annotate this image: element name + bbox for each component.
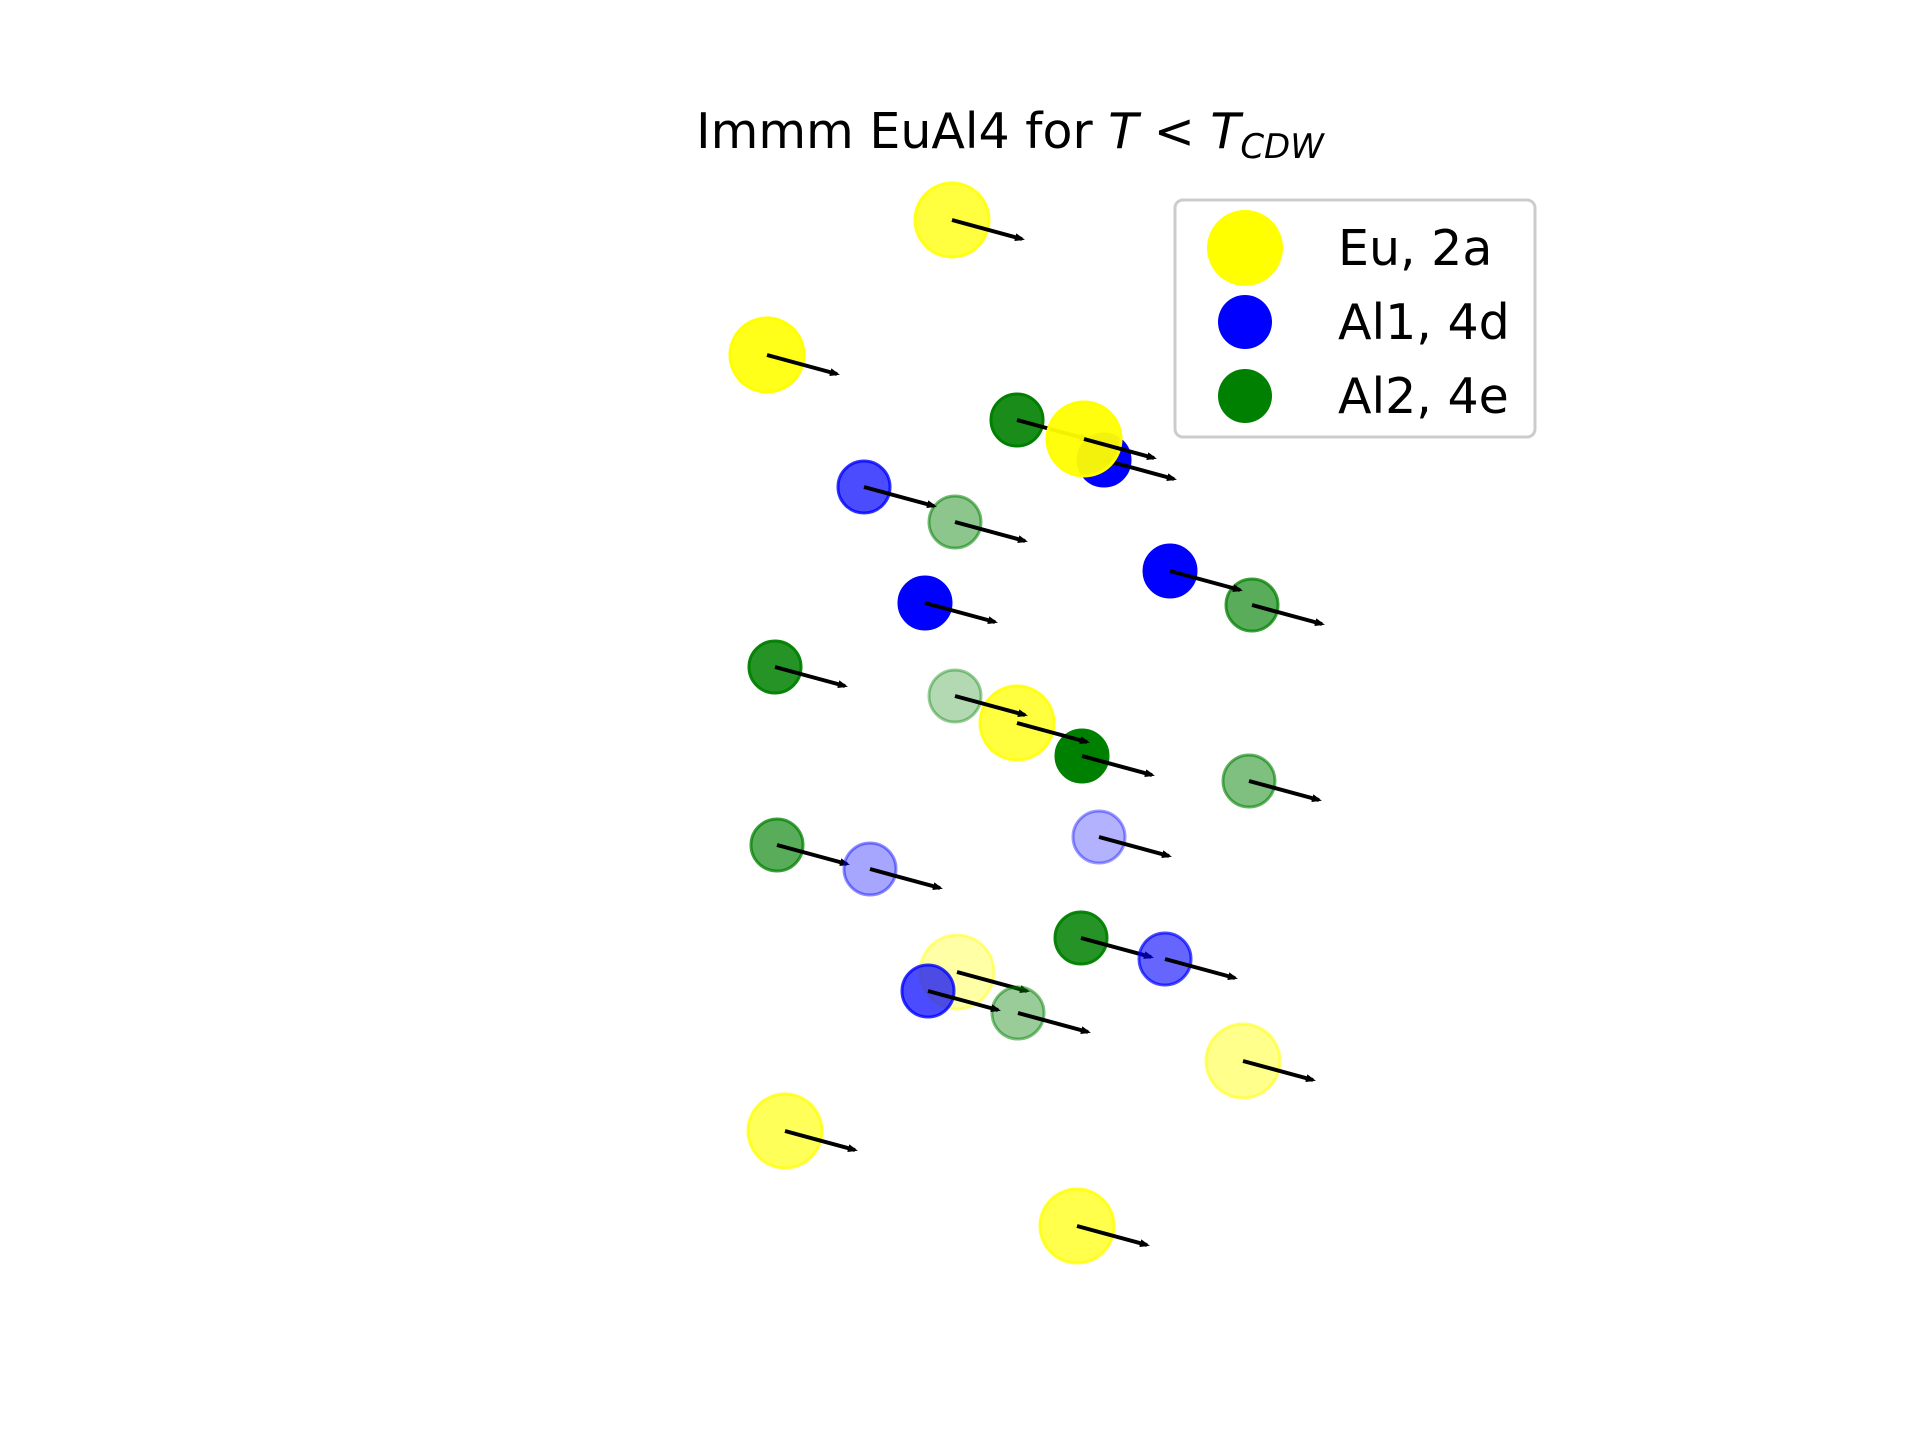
legend: Eu, 2a Al1, 4d Al2, 4e (1173, 198, 1537, 439)
displacement-arrow (924, 601, 998, 625)
chart-title: Immm EuAl4 for T < TCDW (696, 103, 1325, 167)
atom-eu (728, 316, 840, 394)
displacement-arrow (954, 520, 1028, 544)
legend-entries: Eu, 2a Al1, 4d Al2, 4e (1207, 210, 1510, 425)
displacement-arrow (1103, 458, 1177, 482)
displacement-arrow (1169, 569, 1243, 593)
atom-al2 (1054, 728, 1155, 784)
displacement-arrow (1083, 437, 1157, 461)
displacement-arrow (1016, 721, 1090, 745)
displacement-arrow (766, 353, 840, 377)
legend-marker (1207, 210, 1283, 286)
displacement-arrow (869, 867, 943, 891)
displacement-arrow (954, 694, 1028, 718)
displacement-arrow (774, 665, 848, 689)
atom-al2 (927, 494, 1028, 550)
legend-label: Al2, 4e (1338, 368, 1509, 425)
title-subscript: CDW (1240, 127, 1325, 167)
atom-al1 (1071, 809, 1172, 865)
atoms-layer (728, 181, 1325, 1265)
atom-al1 (842, 841, 943, 897)
displacement-arrow (1076, 1224, 1150, 1248)
displacement-arrow (1242, 1059, 1316, 1083)
displacement-arrow (863, 485, 937, 509)
title-relation: < (1138, 103, 1210, 160)
atom-al2 (990, 985, 1091, 1041)
legend-label: Al1, 4d (1338, 294, 1510, 351)
legend-marker (1218, 369, 1272, 423)
atom-al1 (836, 459, 937, 515)
displacement-arrow (927, 989, 1001, 1013)
legend-marker (1218, 295, 1272, 349)
atom-al2 (749, 817, 850, 873)
atom-eu (1038, 1187, 1150, 1265)
title-sub-base: T (1210, 103, 1244, 160)
atom-eu (746, 1092, 858, 1170)
title-var: T (1108, 103, 1142, 160)
displacement-arrow (784, 1129, 858, 1153)
atom-eu (1204, 1022, 1316, 1100)
displacement-arrow (776, 843, 850, 867)
atom-al2 (927, 668, 1028, 724)
atom-eu (913, 181, 1025, 259)
displacement-arrow (951, 218, 1025, 242)
displacement-arrow (1081, 754, 1155, 778)
displacement-arrow (1251, 603, 1325, 627)
atom-al2 (1053, 910, 1154, 966)
legend-entry: Al2, 4e (1218, 368, 1509, 425)
legend-entry: Al1, 4d (1218, 294, 1510, 351)
atom-al2 (747, 639, 848, 695)
displacement-arrow (1164, 957, 1238, 981)
atom-al1 (897, 575, 998, 631)
title-prefix: Immm EuAl4 for (696, 103, 1108, 160)
atom-al2 (1224, 577, 1325, 633)
displacement-arrow (1248, 779, 1322, 803)
legend-label: Eu, 2a (1338, 220, 1492, 277)
atom-al1 (1137, 931, 1238, 987)
displacement-arrow (1098, 835, 1172, 859)
atom-al1 (900, 963, 1001, 1019)
atom-al2 (1221, 753, 1322, 809)
atom-eu (978, 684, 1090, 762)
displacement-arrow (1017, 1011, 1091, 1035)
legend-entry: Eu, 2a (1207, 210, 1492, 286)
atom-eu (1045, 400, 1157, 478)
atom-al1 (1142, 543, 1243, 599)
